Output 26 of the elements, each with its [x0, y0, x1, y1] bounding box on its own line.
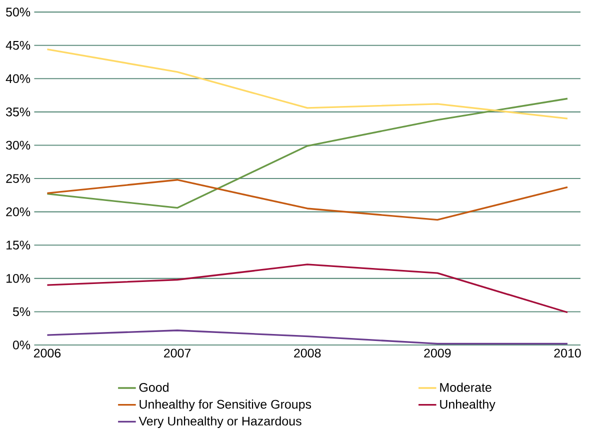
- y-tick-label: 40%: [6, 74, 30, 83]
- y-tick-label: 45%: [6, 40, 30, 50]
- y-tick-label: 50%: [6, 7, 30, 16]
- y-tick-label: 15%: [6, 240, 30, 250]
- y-tick-label: 35%: [6, 107, 30, 116]
- line-series: [46, 98, 568, 209]
- x-tick-label: 2009: [424, 348, 451, 358]
- y-tick-label: 5%: [13, 307, 30, 316]
- line-series: [46, 178, 568, 220]
- line-series: [46, 329, 568, 344]
- x-tick-label: 2008: [294, 348, 321, 358]
- y-tick-label: 30%: [6, 140, 30, 150]
- line-series: [46, 48, 568, 120]
- legend-label: Moderate: [440, 382, 492, 392]
- y-tick-label: 25%: [6, 174, 30, 183]
- x-tick-label: 2010: [554, 348, 581, 358]
- legend-label: Good: [139, 382, 168, 392]
- legend-label: Unhealthy for Sensitive Groups: [140, 399, 312, 412]
- y-tick-label: 0%: [12, 340, 30, 350]
- legend-label: Very Unhealthy or Hazardous: [138, 416, 302, 428]
- legend-label: Unhealthy: [440, 399, 496, 412]
- x-tick-label: 2007: [164, 348, 191, 358]
- y-tick-label: 20%: [6, 207, 30, 216]
- y-tick-label: 10%: [6, 274, 30, 283]
- line-series: [46, 263, 568, 314]
- x-tick-label: 2006: [34, 348, 61, 358]
